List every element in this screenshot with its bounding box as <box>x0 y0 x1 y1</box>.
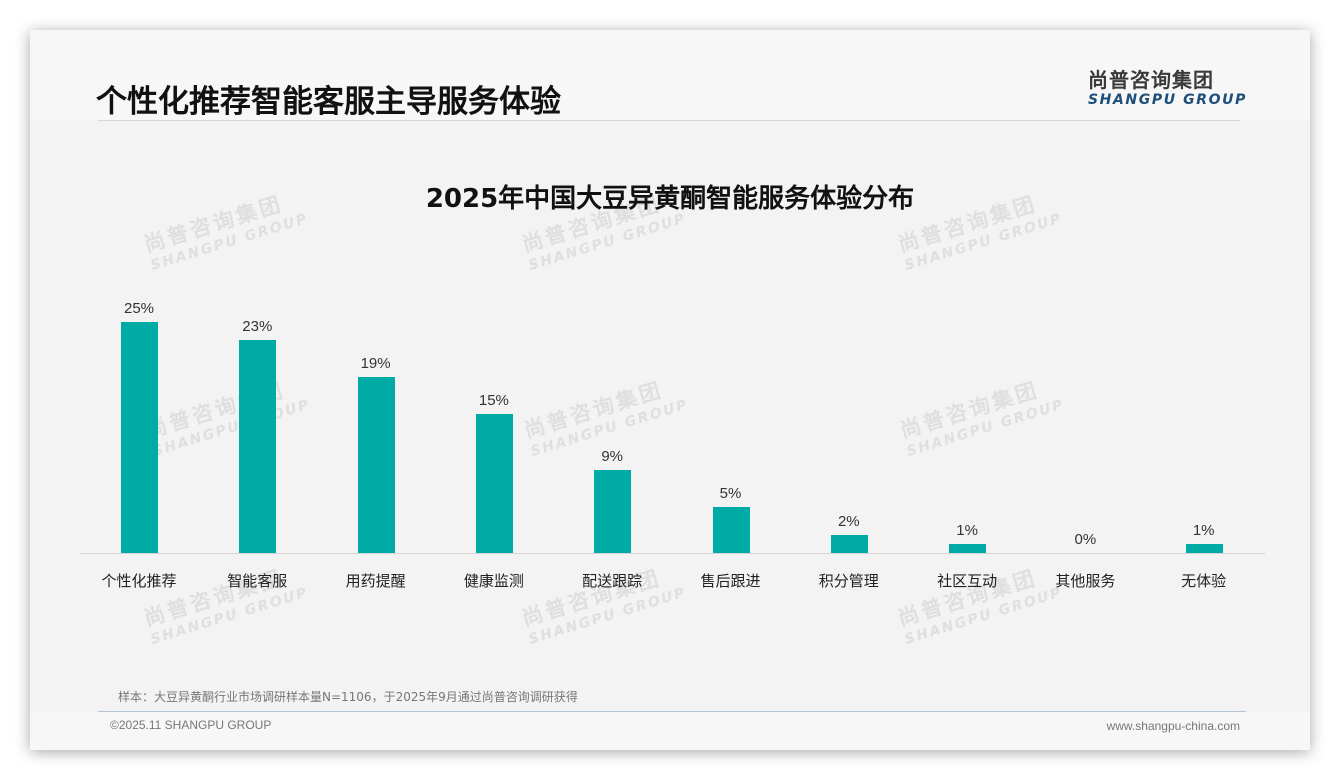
bar-value-label: 1% <box>956 522 978 539</box>
slide: 个性化推荐智能客服主导服务体验 尚普咨询集团 SHANGPU GROUP 尚普咨… <box>30 30 1310 750</box>
bar-group: 2% 积分管理 <box>790 290 908 590</box>
bar-value-label: 25% <box>123 300 155 317</box>
bar-value-label: 23% <box>242 318 273 335</box>
bar-group: 19% 用药提醒 <box>317 290 435 590</box>
bar-group: 15% 健康监测 <box>435 290 553 590</box>
bar-value-label: 9% <box>601 448 624 465</box>
bar <box>475 414 513 553</box>
bar-group: 23% 智能客服 <box>198 290 316 590</box>
category-label: 用药提醒 <box>345 572 406 590</box>
bar-group: 1% 无体验 <box>1145 290 1263 590</box>
bar <box>830 535 868 553</box>
bar-group: 9% 配送跟踪 <box>553 290 671 590</box>
bar <box>121 322 158 553</box>
bar-value-label: 15% <box>478 392 509 409</box>
x-axis-baseline <box>80 553 1265 554</box>
bar <box>357 377 395 553</box>
category-label: 个性化推荐 <box>101 572 177 590</box>
logo-chinese-name: 尚普咨询集团 <box>1088 68 1214 92</box>
page-title: 个性化推荐智能客服主导服务体验 <box>96 84 561 120</box>
header-divider <box>98 120 1240 121</box>
footer-divider <box>98 711 1246 712</box>
category-label: 健康监测 <box>463 572 524 590</box>
footer-band <box>30 712 1310 750</box>
website-url: www.shangpu-china.com <box>1106 719 1240 733</box>
bar <box>239 340 277 553</box>
bar-value-label: 2% <box>837 513 860 530</box>
bar-group: 25% 个性化推荐 <box>80 290 198 590</box>
bar <box>1185 544 1223 553</box>
bar-chart-plot-area: 25% 个性化推荐 23% 智能客服 19% 用药提醒 15% 健康监测 9% 配送跟踪 5% 售后跟… <box>80 290 1265 590</box>
chart-title: 2025年中国大豆异黄酮智能服务体验分布 <box>425 184 915 214</box>
bar <box>712 507 750 553</box>
sample-note: 样本：大豆异黄酮行业市场调研样本量N=1106，于2025年9月通过尚普咨询调研… <box>118 690 578 704</box>
category-label: 其他服务 <box>1055 572 1116 590</box>
bar-group: 5% 售后跟进 <box>672 290 790 590</box>
bar-group: 1% 社区互动 <box>908 290 1026 590</box>
bar-value-label: 5% <box>719 485 742 502</box>
category-label: 配送跟踪 <box>582 572 643 590</box>
category-label: 智能客服 <box>227 572 288 590</box>
copyright-text: ©2025.11 SHANGPU GROUP <box>110 718 272 732</box>
bar-group: 0% 其他服务 <box>1026 290 1144 590</box>
logo-english-name: SHANGPU GROUP <box>1088 92 1247 108</box>
category-label: 积分管理 <box>818 572 879 590</box>
header-band <box>30 30 1310 120</box>
bar <box>949 544 987 553</box>
bar <box>594 470 632 553</box>
bar-value-label: 0% <box>1074 531 1097 548</box>
category-label: 售后跟进 <box>700 572 761 590</box>
category-label: 无体验 <box>1181 572 1227 590</box>
bar-value-label: 19% <box>360 355 391 372</box>
bar-value-label: 1% <box>1192 522 1215 539</box>
category-label: 社区互动 <box>937 572 998 590</box>
company-logo: 尚普咨询集团 SHANGPU GROUP <box>1088 64 1248 108</box>
